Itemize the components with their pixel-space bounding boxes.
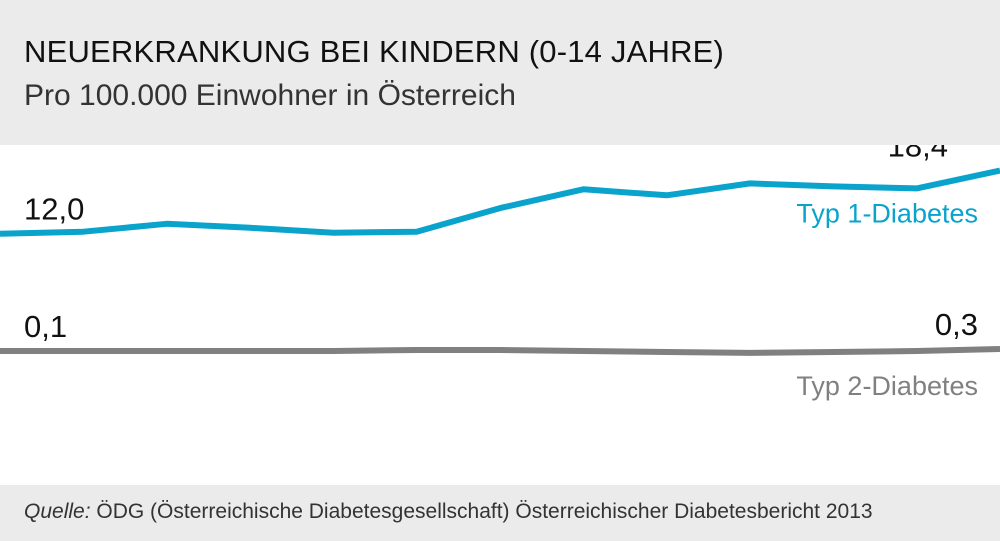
source-note: Quelle: ÖDG (Österreichische Diabetesges…	[24, 500, 873, 524]
chart-title: NEUERKRANKUNG BEI KINDERN (0-14 JAHRE)	[24, 34, 725, 69]
chart-footer: Quelle: ÖDG (Österreichische Diabetesges…	[0, 485, 1000, 541]
line-chart-plot: 12,0 18,4 Typ 1-Diabetes 0,1 0,3 Typ 2-Diabet…	[0, 145, 1000, 401]
chart-subtitle: Pro 100.000 Einwohner in Österreich	[24, 79, 516, 112]
source-text: ÖDG (Österreichische Diabetesgesellschaf…	[96, 500, 873, 523]
series-name-label-typ-2-diabetes: Typ 2-Diabetes	[796, 371, 978, 401]
series-name-label-typ-1-diabetes: Typ 1-Diabetes	[796, 199, 978, 229]
source-label: Quelle:	[24, 500, 91, 523]
series-line-typ-1-diabetes	[0, 167, 1000, 237]
chart-header: NEUERKRANKUNG BEI KINDERN (0-14 JAHRE) P…	[0, 0, 1000, 145]
data-label-end-typ-2-diabetes: 0,3	[935, 307, 978, 342]
data-label-start-typ-1-diabetes: 12,0	[24, 192, 84, 227]
data-label-start-typ-2-diabetes: 0,1	[24, 309, 67, 344]
data-label-end-typ-1-diabetes: 18,4	[888, 145, 948, 164]
series-line-typ-2-diabetes	[0, 346, 1000, 356]
